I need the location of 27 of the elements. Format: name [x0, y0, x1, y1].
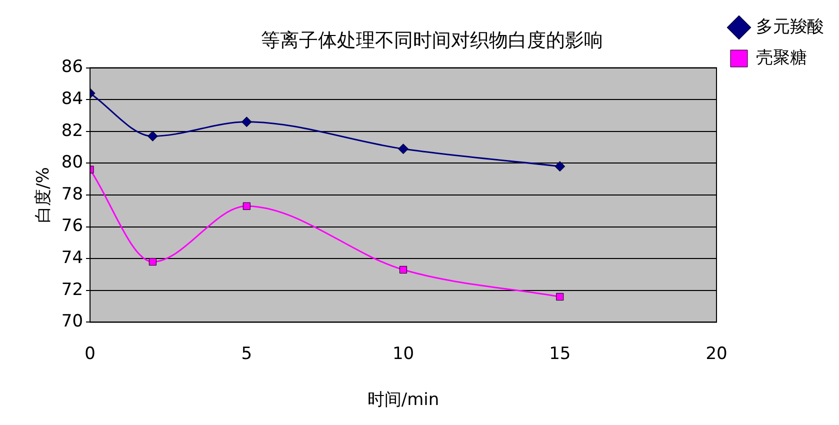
point	[148, 258, 156, 266]
point	[147, 130, 158, 142]
legend-label: 多元羧酸	[756, 16, 824, 37]
x-tick-label: 0	[84, 344, 96, 364]
chart-title: 等离子体处理不同时间对织物白度的影响	[261, 29, 603, 52]
y-axis-title: 白度/%	[34, 167, 54, 223]
y-tick-label: 70	[61, 312, 84, 332]
legend-label: 壳聚糖	[756, 48, 807, 68]
y-tick-label: 76	[61, 216, 84, 236]
y-tick-label: 72	[61, 280, 84, 300]
y-tick-label: 86	[61, 57, 84, 78]
x-tick-label: 20	[706, 344, 728, 364]
y-tick-label: 78	[61, 184, 84, 204]
point	[242, 202, 250, 210]
y-tick-label: 74	[61, 248, 84, 268]
x-tick-label: 15	[549, 344, 571, 364]
y-tick-label: 84	[61, 89, 84, 110]
x-axis-title: 时间/min	[367, 390, 440, 410]
point	[556, 292, 564, 301]
y-tick-label: 82	[61, 120, 84, 141]
y-tick-label: 80	[61, 152, 84, 173]
x-tick-label: 10	[392, 344, 414, 364]
point	[399, 266, 408, 274]
point	[554, 161, 566, 172]
point	[241, 116, 252, 128]
x-tick-label: 5	[241, 344, 252, 364]
point	[398, 144, 409, 154]
